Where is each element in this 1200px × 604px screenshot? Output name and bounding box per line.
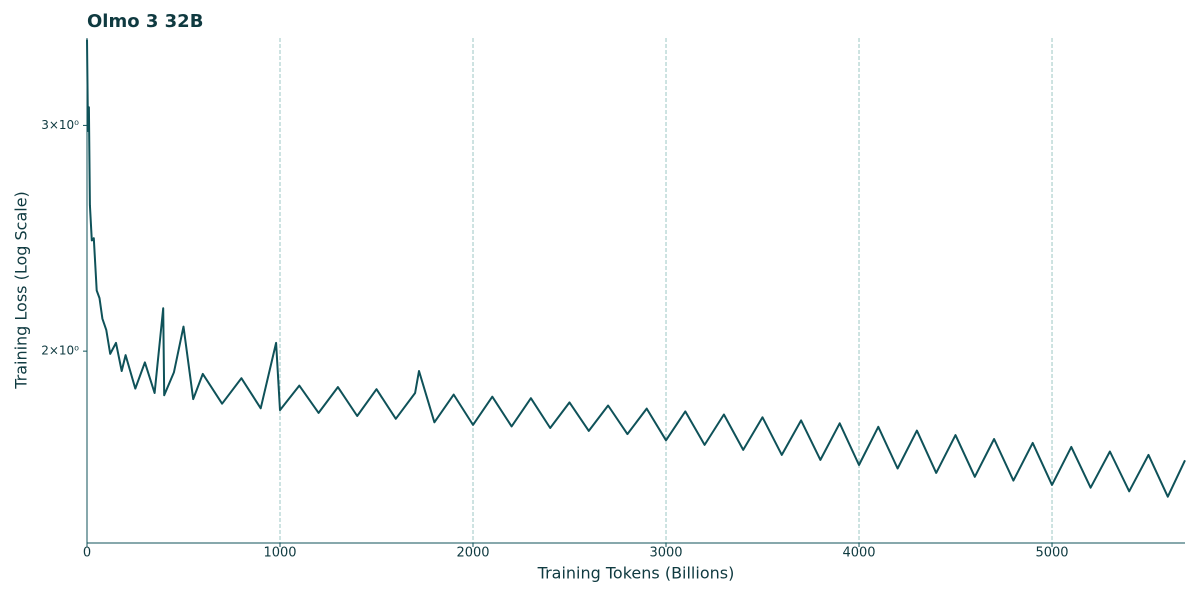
x-tick-label: 2000 [456,546,489,561]
chart-title: Olmo 3 32B [87,11,203,32]
y-tick-label: 2×10⁰ [41,344,79,358]
y-tick-label: 3×10⁰ [41,118,79,132]
x-tick-label: 0 [83,546,91,561]
loss-line [86,39,1186,498]
x-tick-label: 4000 [842,546,875,561]
y-axis-label: Training Loss (Log Scale) [12,191,31,390]
x-tick-label: 5000 [1035,546,1068,561]
x-axis-label: Training Tokens (Billions) [537,564,735,583]
x-tick-label: 1000 [263,546,296,561]
x-tick-label: 3000 [649,546,682,561]
